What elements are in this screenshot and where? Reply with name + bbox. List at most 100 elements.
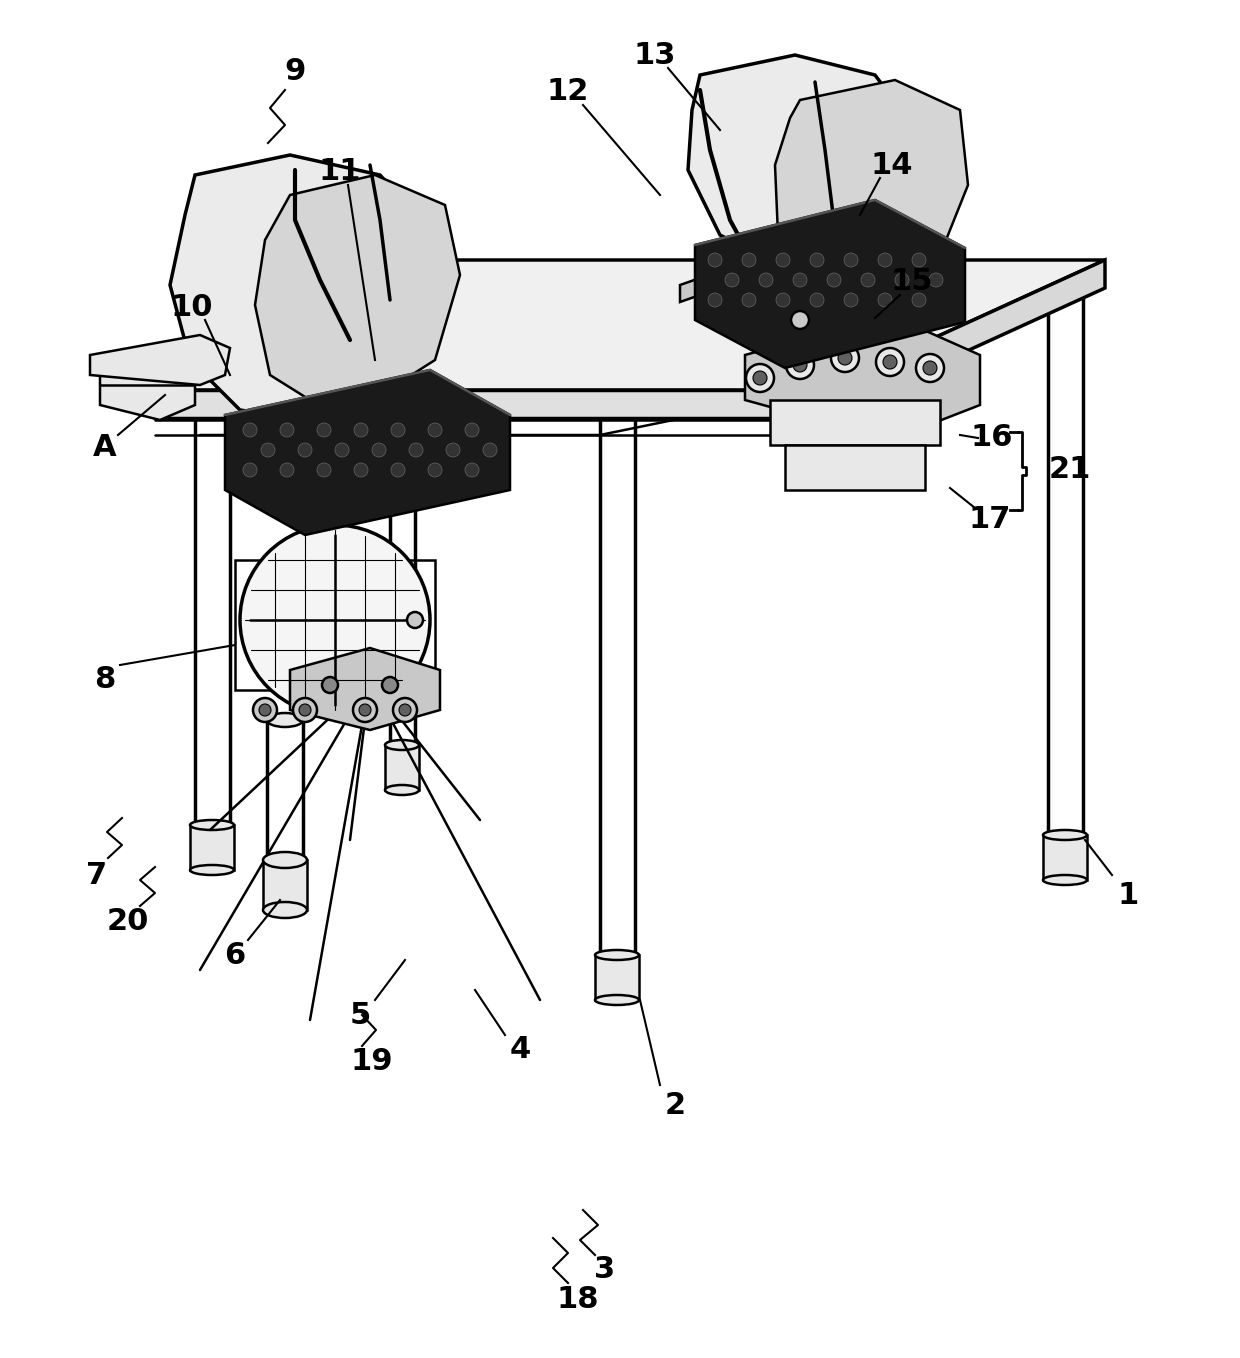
Circle shape — [883, 354, 897, 369]
Circle shape — [810, 293, 825, 307]
Circle shape — [916, 354, 944, 382]
Text: 10: 10 — [171, 293, 213, 322]
Circle shape — [372, 443, 386, 458]
Circle shape — [260, 443, 275, 458]
Circle shape — [844, 253, 858, 268]
Text: 15: 15 — [890, 268, 934, 296]
Circle shape — [280, 422, 294, 437]
Circle shape — [794, 359, 807, 372]
Ellipse shape — [384, 740, 419, 750]
Ellipse shape — [263, 902, 308, 918]
Polygon shape — [384, 746, 419, 790]
Polygon shape — [155, 390, 820, 418]
Circle shape — [299, 703, 311, 716]
Circle shape — [742, 293, 756, 307]
Polygon shape — [745, 315, 980, 440]
Circle shape — [243, 463, 257, 477]
Circle shape — [794, 273, 807, 287]
Circle shape — [786, 350, 813, 379]
Polygon shape — [170, 155, 435, 420]
Text: 19: 19 — [351, 1047, 393, 1077]
Text: 9: 9 — [284, 57, 306, 87]
Circle shape — [742, 253, 756, 268]
Ellipse shape — [384, 785, 419, 794]
Text: 8: 8 — [94, 665, 115, 694]
Circle shape — [725, 273, 739, 287]
Circle shape — [391, 463, 405, 477]
Ellipse shape — [190, 820, 234, 830]
Circle shape — [753, 371, 768, 386]
Ellipse shape — [1043, 875, 1087, 885]
Circle shape — [759, 273, 773, 287]
Circle shape — [428, 422, 441, 437]
Polygon shape — [91, 335, 229, 386]
Circle shape — [465, 422, 479, 437]
Ellipse shape — [263, 851, 308, 868]
Circle shape — [317, 422, 331, 437]
Text: 20: 20 — [107, 907, 149, 937]
Circle shape — [243, 422, 257, 437]
Circle shape — [911, 293, 926, 307]
Polygon shape — [155, 259, 1105, 390]
Circle shape — [895, 273, 909, 287]
Circle shape — [428, 463, 441, 477]
Circle shape — [298, 443, 312, 458]
Circle shape — [844, 293, 858, 307]
Circle shape — [259, 703, 272, 716]
Circle shape — [465, 463, 479, 477]
Polygon shape — [694, 200, 965, 368]
Polygon shape — [775, 80, 968, 278]
Circle shape — [810, 253, 825, 268]
Text: 5: 5 — [350, 1001, 371, 1029]
Polygon shape — [263, 860, 308, 910]
Polygon shape — [1043, 835, 1087, 880]
Ellipse shape — [1043, 830, 1087, 841]
Circle shape — [838, 350, 852, 365]
Circle shape — [776, 253, 790, 268]
Circle shape — [360, 703, 371, 716]
Text: 7: 7 — [87, 861, 108, 889]
Circle shape — [353, 698, 377, 722]
Text: 18: 18 — [557, 1286, 599, 1315]
Polygon shape — [595, 955, 639, 999]
Circle shape — [861, 273, 875, 287]
Circle shape — [391, 422, 405, 437]
Circle shape — [875, 348, 904, 376]
Text: 21: 21 — [1049, 455, 1091, 485]
Circle shape — [446, 443, 460, 458]
Circle shape — [409, 443, 423, 458]
Polygon shape — [190, 826, 234, 870]
Circle shape — [353, 463, 368, 477]
Circle shape — [878, 253, 892, 268]
Ellipse shape — [595, 951, 639, 960]
Circle shape — [791, 311, 808, 329]
Circle shape — [708, 293, 722, 307]
Text: 17: 17 — [968, 505, 1011, 535]
Circle shape — [293, 698, 317, 722]
Circle shape — [393, 698, 417, 722]
Circle shape — [253, 698, 277, 722]
Text: 14: 14 — [870, 151, 913, 179]
Text: 4: 4 — [510, 1036, 531, 1065]
Circle shape — [776, 293, 790, 307]
Circle shape — [317, 463, 331, 477]
Circle shape — [280, 463, 294, 477]
Circle shape — [827, 273, 841, 287]
Polygon shape — [820, 259, 1105, 418]
Circle shape — [929, 273, 942, 287]
Circle shape — [407, 612, 423, 627]
Circle shape — [382, 678, 398, 693]
Circle shape — [708, 253, 722, 268]
Text: 3: 3 — [594, 1256, 615, 1285]
Polygon shape — [255, 175, 460, 401]
Polygon shape — [680, 278, 701, 301]
Circle shape — [241, 526, 430, 716]
Circle shape — [335, 443, 348, 458]
Polygon shape — [770, 401, 940, 445]
Circle shape — [353, 422, 368, 437]
Circle shape — [399, 703, 410, 716]
Ellipse shape — [190, 865, 234, 875]
Text: 1: 1 — [1117, 880, 1138, 910]
Circle shape — [746, 364, 774, 392]
Polygon shape — [785, 445, 925, 490]
